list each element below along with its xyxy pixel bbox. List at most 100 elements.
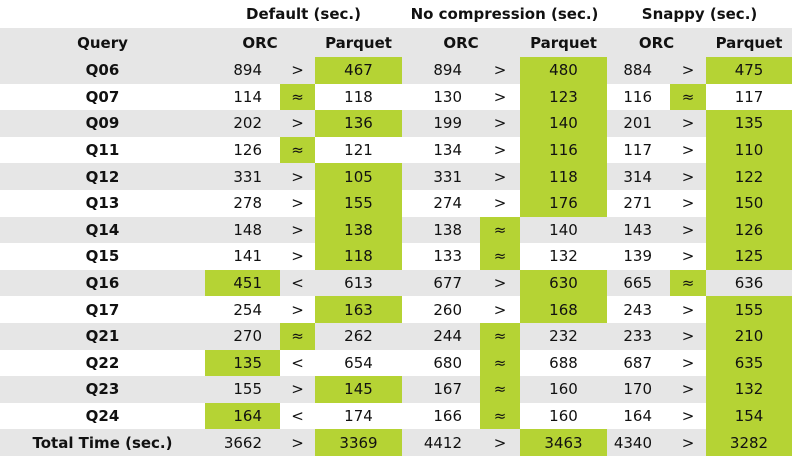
time-value: 467: [315, 57, 402, 84]
comparison: >: [681, 247, 695, 266]
time-value: 141: [233, 247, 262, 266]
comparison: >: [291, 61, 304, 80]
time-value: 636: [734, 274, 764, 293]
time-value: 132: [549, 247, 578, 266]
time-value: 680: [433, 353, 462, 372]
comparison: >: [681, 141, 695, 160]
comparison: >: [291, 300, 304, 319]
table-row: Q16 451 <613 677 >630 665 ≈636: [0, 269, 793, 297]
comparison: >: [681, 300, 695, 319]
comparison: ≈: [280, 322, 315, 350]
time-value: 244: [433, 327, 462, 346]
time-value: 148: [233, 220, 262, 239]
time-value: 118: [344, 87, 373, 106]
header-row: Query ORC Parquet ORC Parquet ORC Parquet: [0, 28, 793, 57]
time-value: 125: [706, 243, 793, 270]
time-value: 314: [623, 167, 652, 186]
query-label: Q11: [85, 141, 120, 160]
comparison: >: [681, 353, 695, 372]
time-value: 117: [734, 87, 764, 106]
comparison: >: [493, 433, 507, 452]
time-value: 168: [520, 296, 607, 323]
comparison: >: [291, 114, 304, 133]
time-value: 884: [623, 61, 652, 80]
time-value: 114: [233, 87, 262, 106]
time-value: 145: [315, 376, 402, 403]
time-value: 278: [233, 194, 262, 213]
comparison: >: [291, 194, 304, 213]
time-value: 140: [520, 110, 607, 137]
time-value: 630: [520, 269, 607, 297]
comparison: >: [493, 87, 507, 106]
blank: [0, 0, 205, 28]
table-row: Q22 135 <654 680 ≈688 687 >635: [0, 349, 793, 377]
query-label: Q22: [85, 353, 120, 372]
time-value: 118: [315, 243, 402, 270]
time-value: 233: [623, 327, 652, 346]
comparison: >: [291, 380, 304, 399]
time-value: 110: [706, 136, 793, 164]
comparison: >: [493, 141, 507, 160]
comparison: <: [291, 274, 304, 293]
time-value: 167: [433, 380, 462, 399]
comparison: ≈: [480, 349, 520, 377]
time-value: 136: [315, 110, 402, 137]
table-row: Q21 270 ≈262 244 ≈232 233 >210: [0, 322, 793, 350]
time-value: 121: [344, 141, 373, 160]
comparison: ≈: [670, 83, 706, 111]
comparison: >: [291, 167, 304, 186]
comparison: ≈: [280, 83, 315, 111]
comparison: >: [493, 300, 507, 319]
time-value: 170: [623, 380, 652, 399]
time-value: 174: [344, 407, 373, 426]
table-row: Total Time (sec.) 3662 >3369 4412 >3463 4340 >…: [0, 429, 793, 456]
comparison: ≈: [480, 402, 520, 430]
time-value: 166: [433, 407, 462, 426]
time-value: 123: [520, 83, 607, 111]
query-label: Q16: [85, 274, 120, 293]
time-value: 116: [520, 136, 607, 164]
time-value: 164: [623, 407, 652, 426]
time-value: 262: [344, 327, 373, 346]
time-value: 665: [623, 274, 652, 293]
query-label: Q09: [85, 114, 120, 133]
time-value: 210: [706, 322, 793, 350]
comparison: >: [493, 61, 507, 80]
comparison: >: [681, 167, 695, 186]
query-label: Q06: [85, 61, 120, 80]
table-row: Q23 155 >145 167 ≈160 170 >132: [0, 376, 793, 403]
comparison: >: [681, 194, 695, 213]
time-value: 4340: [613, 433, 652, 452]
time-value: 3282: [706, 429, 793, 456]
time-value: 4412: [423, 433, 462, 452]
query-label: Q07: [85, 87, 120, 106]
time-value: 202: [233, 114, 262, 133]
comparison: ≈: [480, 216, 520, 244]
time-value: 118: [520, 163, 607, 190]
time-value: 254: [233, 300, 262, 319]
column-header: Query: [77, 33, 128, 52]
group-header: Default (sec.): [246, 5, 361, 23]
time-value: 139: [623, 247, 652, 266]
time-value: 331: [433, 167, 462, 186]
time-value: 133: [433, 247, 462, 266]
time-value: 3369: [315, 429, 402, 456]
time-value: 116: [623, 87, 652, 106]
table-row: Q06 894 >467 894 >480 884 >475: [0, 57, 793, 84]
time-value: 688: [549, 353, 578, 372]
time-value: 155: [315, 189, 402, 217]
time-value: 126: [706, 216, 793, 244]
time-value: 155: [233, 380, 262, 399]
time-value: 105: [315, 163, 402, 190]
column-header: Parquet: [530, 33, 597, 52]
column-header: Parquet: [325, 33, 392, 52]
table-row: Q11 126 ≈121 134 >116 117 >110: [0, 136, 793, 164]
time-value: 160: [549, 407, 578, 426]
query-label: Q24: [85, 407, 120, 426]
table-row: Q07 114 ≈118 130 >123 116 ≈117: [0, 83, 792, 111]
query-label: Total Time (sec.): [32, 433, 173, 452]
comparison: >: [493, 167, 507, 186]
time-value: 635: [706, 349, 793, 377]
comparison: >: [681, 61, 695, 80]
